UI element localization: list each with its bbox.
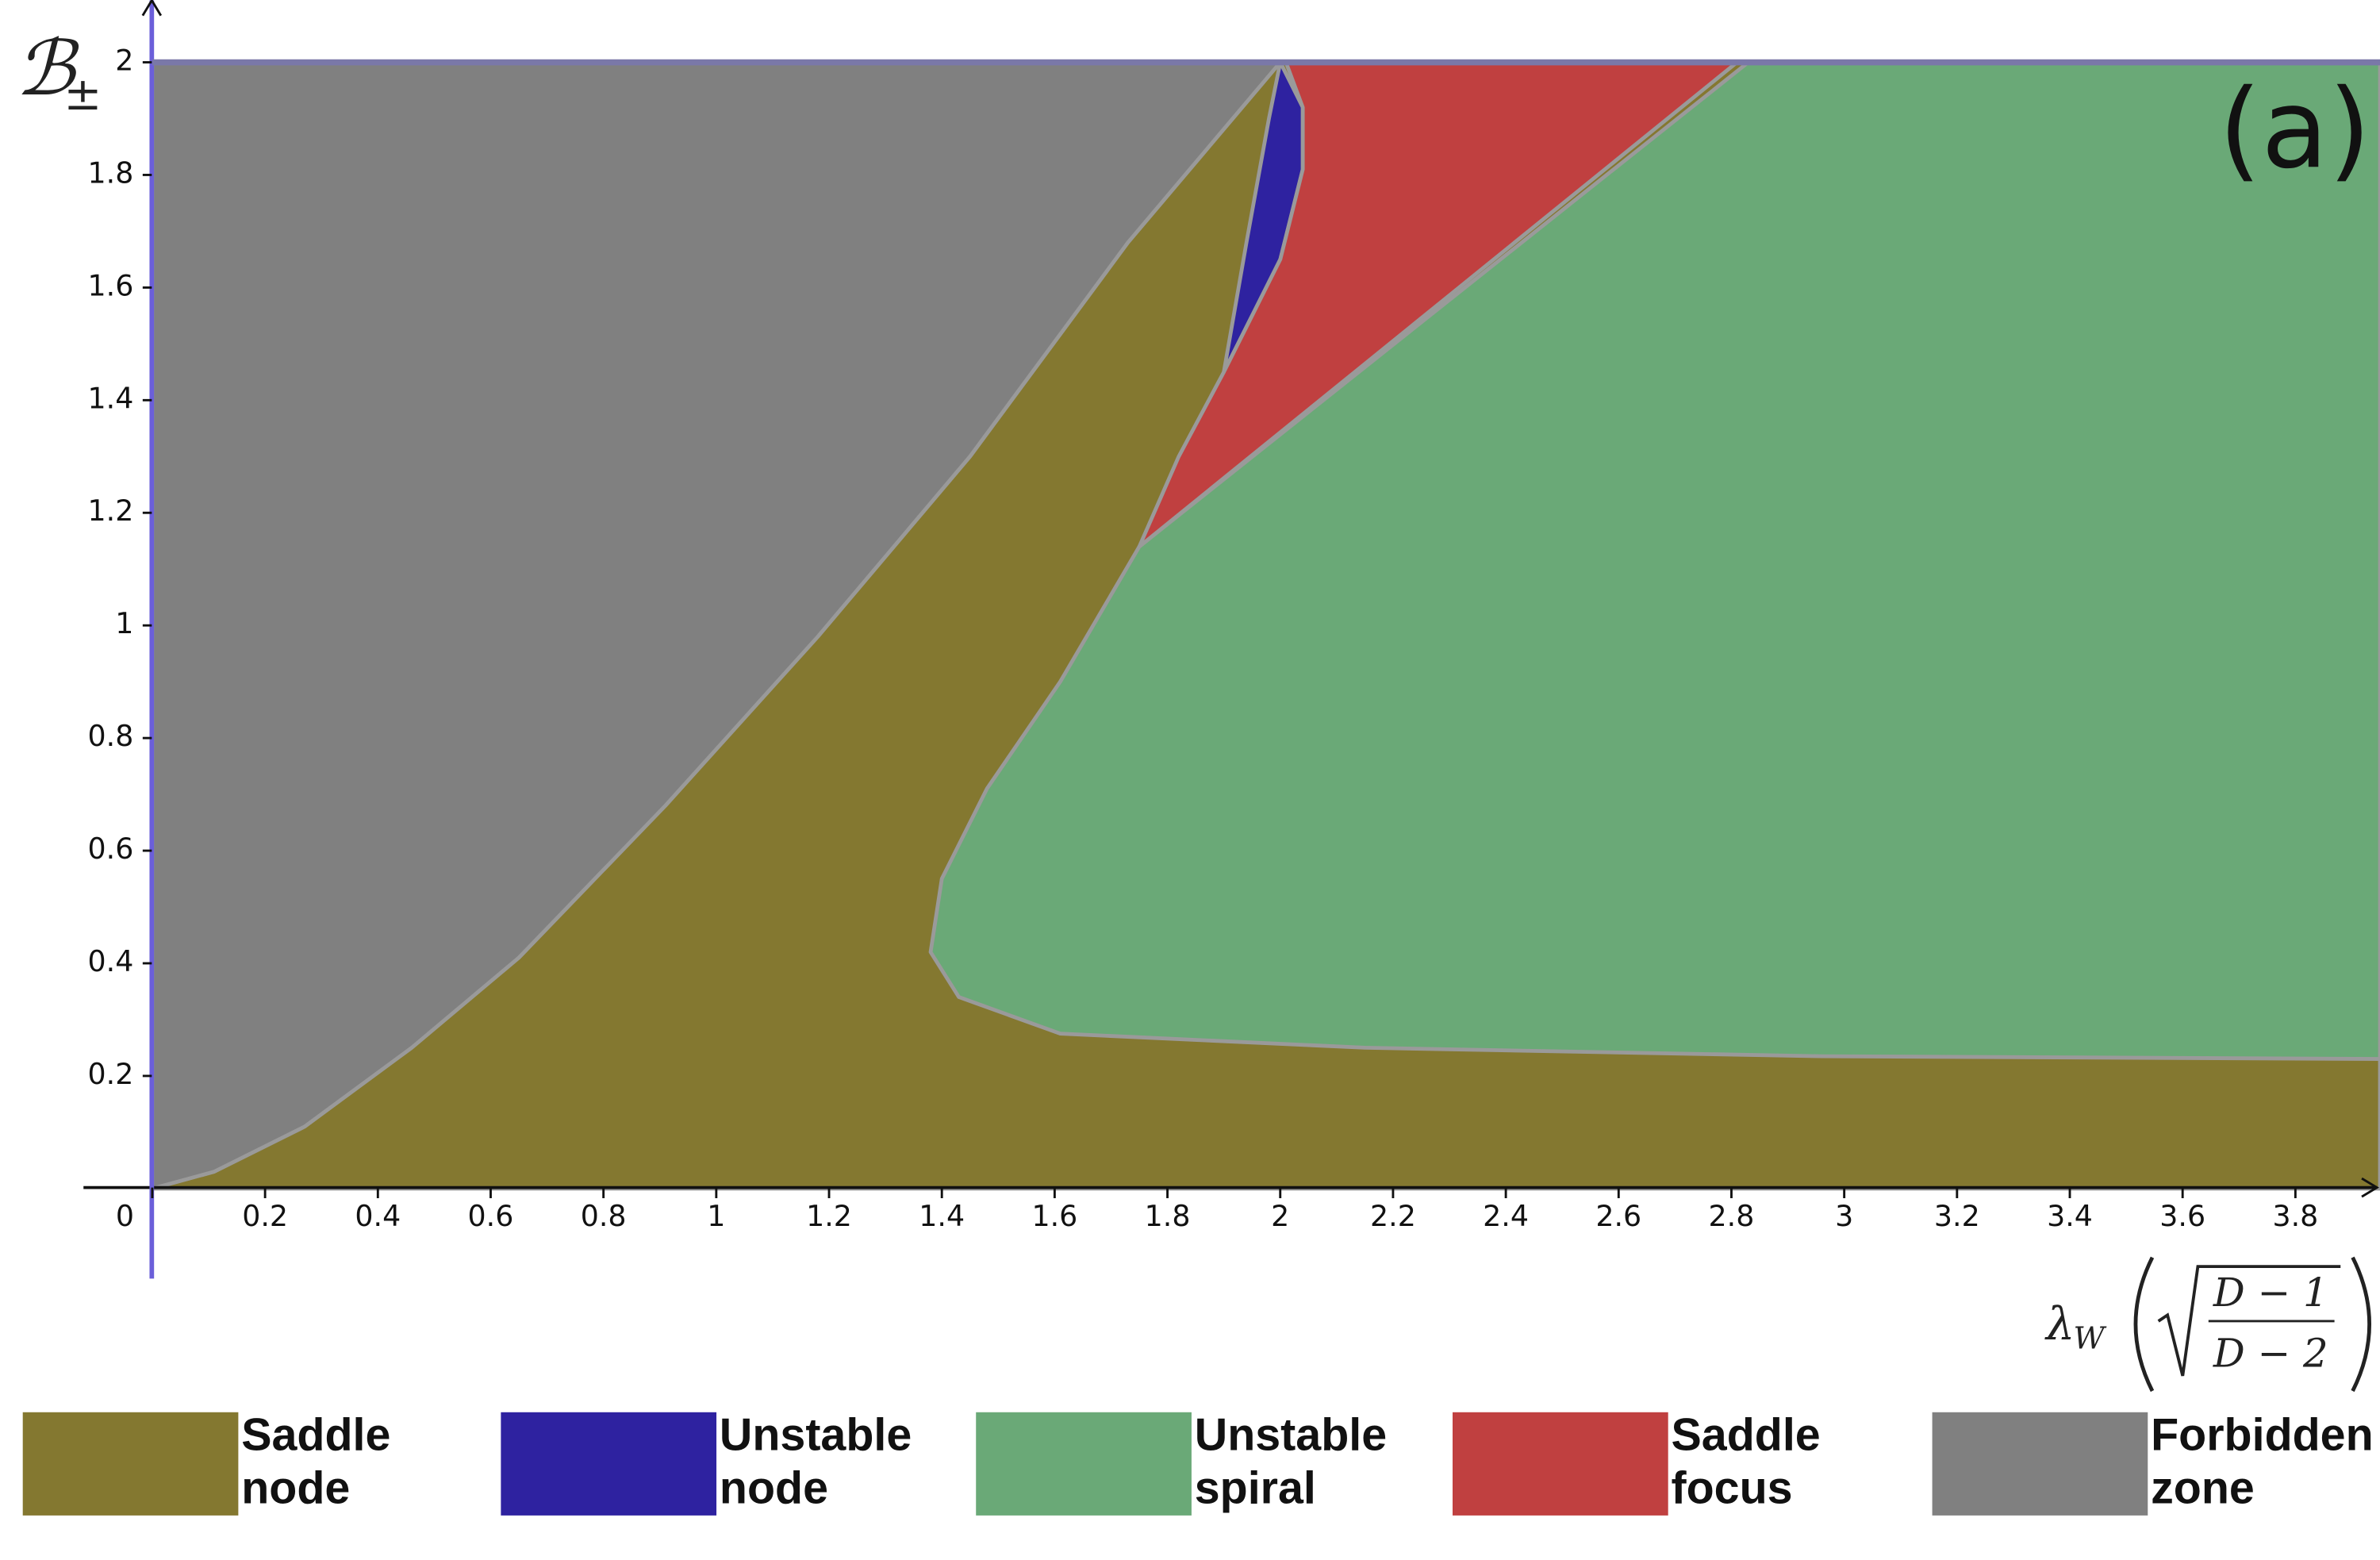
region [1137, 60, 1739, 549]
sqrt-sign [2157, 1265, 2341, 1377]
x-label-subscript: W [2074, 1320, 2107, 1356]
y-tick-label: 0.8 [88, 719, 134, 753]
regions [150, 60, 2380, 1191]
legend-label: Unstable node [719, 1410, 912, 1514]
ticks: 0 0.2 0.4 0.6 0.8 1 1.2 1.4 1.6 1.8 2 2.2 2.4 2.6 2.8 3… [88, 44, 2380, 1233]
x-tick-label: 1 [707, 1199, 725, 1233]
x-tick-label: 3 [1835, 1199, 1853, 1233]
x-tick-label: 1.2 [806, 1199, 852, 1233]
legend-swatch [1452, 1412, 1668, 1516]
legend-swatch [976, 1412, 1192, 1516]
legend-swatch [22, 1412, 239, 1516]
y-label: ℬ ± [15, 24, 102, 121]
x-tick-label: 0.6 [468, 1199, 514, 1233]
legend-label: Saddle focus [1671, 1410, 1821, 1514]
legend-label: Saddle node [241, 1410, 391, 1514]
y-axis-arrow [141, 0, 163, 17]
legend-swatch [501, 1412, 717, 1516]
x-label-denominator: D − 2 [2213, 1330, 2328, 1376]
x-axis-arrow [2361, 1177, 2379, 1198]
legend-text-box: Saddle node [241, 1410, 391, 1514]
x-tick-label: 2.6 [1595, 1199, 1641, 1233]
y-tick-label: 0.2 [88, 1057, 134, 1091]
x-tick-label: 0.8 [581, 1199, 627, 1233]
paren-right [2351, 1256, 2371, 1393]
legend-label: Forbidden zone [2151, 1410, 2374, 1514]
x-tick-label: 2.8 [1709, 1199, 1755, 1233]
legend-text-box: Unstable node [719, 1410, 912, 1514]
paren-left [2133, 1256, 2155, 1393]
x-label: λ W D − 1 D − 2 [2044, 1256, 2371, 1393]
x-tick-label: 2 [1271, 1199, 1289, 1233]
y-tick-label: 1.8 [88, 156, 134, 190]
y-tick-label: 1.4 [88, 381, 134, 415]
legend-text-box: Saddle focus [1671, 1410, 1821, 1514]
x-tick-label: 0.2 [242, 1199, 288, 1233]
y-tick-label: 0.6 [88, 832, 134, 866]
x-tick-label: 3.8 [2272, 1199, 2318, 1233]
x-tick-label: 0.4 [355, 1199, 401, 1233]
x-tick-label: 2.2 [1370, 1199, 1416, 1233]
x-tick-label: 2.4 [1483, 1199, 1529, 1233]
x-tick-label: 3.6 [2159, 1199, 2205, 1233]
legend-text-box: Unstable spiral [1194, 1410, 1388, 1514]
legend-label: Unstable spiral [1194, 1410, 1388, 1514]
y-label-subscript: ± [63, 67, 102, 121]
axes [83, 0, 2379, 1279]
y-tick-label: 0.4 [88, 944, 134, 978]
legend: Saddle node Unstable node Unstable spiral S… [22, 1410, 2374, 1516]
x-label-symbol: λ [2044, 1297, 2075, 1351]
legend-text-box: Forbidden zone [2151, 1410, 2374, 1514]
y-tick-label: 1.6 [88, 268, 134, 302]
x-tick-label: 1.8 [1145, 1199, 1191, 1233]
panel-label: (a) [2219, 66, 2371, 193]
y-tick-label: 1 [115, 606, 133, 640]
x-tick-label: 3.2 [1934, 1199, 1980, 1233]
y-tick-label: 2 [115, 44, 133, 78]
x-tick-label: 1.6 [1031, 1199, 1077, 1233]
legend-swatch [1932, 1412, 2148, 1516]
region [928, 60, 2380, 1061]
x-tick-label: 0 [116, 1199, 134, 1233]
y-label-symbol: ℬ [15, 24, 79, 113]
x-label-numerator: D − 1 [2213, 1270, 2328, 1316]
x-tick-label: 3.4 [2047, 1199, 2093, 1233]
x-tick-label: 1.4 [919, 1199, 965, 1233]
y-tick-label: 1.2 [88, 494, 134, 528]
